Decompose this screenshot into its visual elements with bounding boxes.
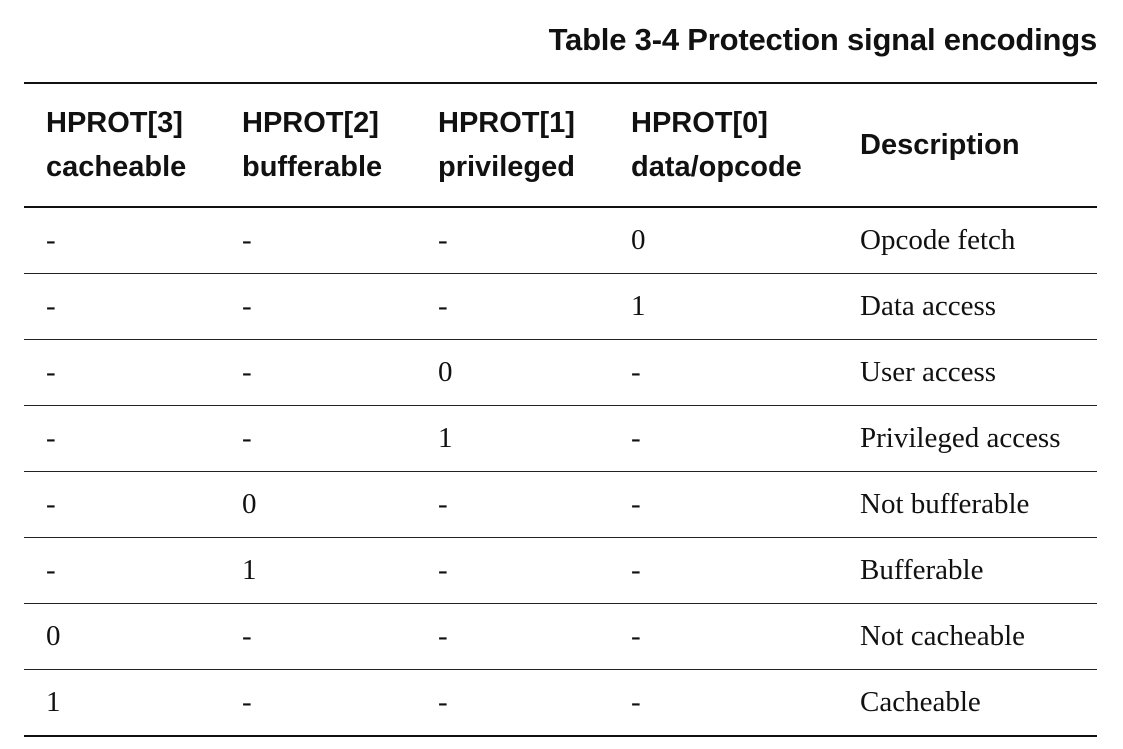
cell-description: Bufferable <box>860 554 984 586</box>
cell-hprot3: 1 <box>46 686 61 718</box>
header-description: Description <box>860 129 1020 161</box>
header-hprot1: HPROT[1] privileged <box>416 83 609 207</box>
cell-hprot2: 0 <box>242 488 257 520</box>
cell-hprot2: 1 <box>242 554 257 586</box>
cell-hprot1: - <box>438 224 448 256</box>
table-header: HPROT[3] cacheable HPROT[2] bufferable H… <box>24 83 1097 207</box>
cell-hprot0: - <box>631 356 641 388</box>
cell-description: User access <box>860 356 997 388</box>
table-row: - - - 1 Data access <box>24 274 1097 340</box>
cell-hprot3: 0 <box>46 620 61 652</box>
header-hprot0: HPROT[0] data/opcode <box>609 83 836 207</box>
cell-hprot2: - <box>242 290 252 322</box>
table-container: HPROT[3] cacheable HPROT[2] bufferable H… <box>24 82 1097 737</box>
cell-hprot1: - <box>438 290 448 322</box>
header-hprot2-meaning: bufferable <box>242 151 383 183</box>
header-hprot1-meaning: privileged <box>438 151 575 183</box>
header-row: HPROT[3] cacheable HPROT[2] bufferable H… <box>24 83 1097 207</box>
cell-hprot2: - <box>242 686 252 718</box>
cell-hprot2: - <box>242 422 252 454</box>
cell-description: Opcode fetch <box>860 224 1016 256</box>
cell-hprot3: - <box>46 422 56 454</box>
cell-hprot3: - <box>46 554 56 586</box>
cell-hprot1: - <box>438 620 448 652</box>
cell-description: Not cacheable <box>860 620 1026 652</box>
protection-signal-table: HPROT[3] cacheable HPROT[2] bufferable H… <box>24 82 1097 737</box>
cell-hprot2: - <box>242 620 252 652</box>
cell-description: Cacheable <box>860 686 981 718</box>
table-row: - - - 0 Opcode fetch <box>24 207 1097 274</box>
header-hprot3: HPROT[3] cacheable <box>24 83 220 207</box>
header-hprot3-signal: HPROT[3] <box>46 107 183 139</box>
table-row: - - 1 - Privileged access <box>24 406 1097 472</box>
cell-hprot0: - <box>631 422 641 454</box>
cell-hprot1: 0 <box>438 356 453 388</box>
cell-hprot3: - <box>46 224 56 256</box>
table-row: 1 - - - Cacheable <box>24 670 1097 736</box>
cell-hprot0: 0 <box>631 224 646 256</box>
header-hprot0-signal: HPROT[0] <box>631 107 768 139</box>
cell-hprot2: - <box>242 224 252 256</box>
cell-hprot3: - <box>46 488 56 520</box>
cell-hprot0: - <box>631 620 641 652</box>
cell-hprot1: 1 <box>438 422 453 454</box>
header-hprot0-meaning: data/opcode <box>631 151 802 183</box>
header-hprot1-signal: HPROT[1] <box>438 107 575 139</box>
cell-description: Data access <box>860 290 997 322</box>
header-hprot2: HPROT[2] bufferable <box>220 83 416 207</box>
table-row: - 1 - - Bufferable <box>24 538 1097 604</box>
header-hprot2-signal: HPROT[2] <box>242 107 379 139</box>
cell-description: Privileged access <box>860 422 1061 454</box>
cell-hprot2: - <box>242 356 252 388</box>
cell-hprot0: - <box>631 488 641 520</box>
header-hprot3-meaning: cacheable <box>46 151 187 183</box>
cell-hprot1: - <box>438 686 448 718</box>
table-caption: Table 3-4 Protection signal encodings <box>548 22 1098 57</box>
cell-hprot0: - <box>631 686 641 718</box>
cell-hprot3: - <box>46 290 56 322</box>
cell-description: Not bufferable <box>860 488 1030 520</box>
cell-hprot0: - <box>631 554 641 586</box>
table-row: - - 0 - User access <box>24 340 1097 406</box>
table-row: - 0 - - Not bufferable <box>24 472 1097 538</box>
table-row: 0 - - - Not cacheable <box>24 604 1097 670</box>
cell-hprot1: - <box>438 488 448 520</box>
cell-hprot0: 1 <box>631 290 646 322</box>
table-body: - - - 0 Opcode fetch - - - 1 Data access - - 0 - User … <box>24 207 1097 736</box>
cell-hprot1: - <box>438 554 448 586</box>
cell-hprot3: - <box>46 356 56 388</box>
